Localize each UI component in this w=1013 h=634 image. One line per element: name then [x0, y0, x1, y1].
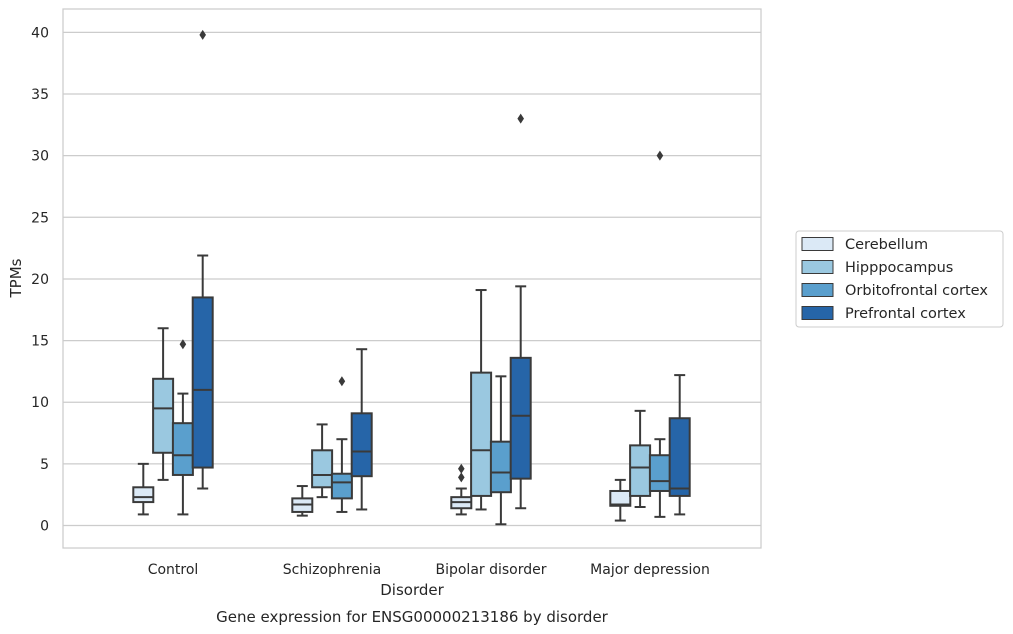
box-plot: [629, 409, 652, 509]
box-plot: [609, 478, 632, 522]
chart-title: Gene expression for ENSG00000213186 by d…: [216, 608, 609, 626]
legend: Cerebellum Hipppocampus Orbitofrontal cort…: [795, 230, 1004, 328]
box-plot: [350, 348, 373, 511]
y-tick-label: 25: [31, 210, 49, 226]
iqr-box: [609, 489, 632, 507]
plot-frame: [62, 8, 762, 549]
iqr-box: [648, 454, 671, 492]
box-plot: [330, 376, 353, 513]
y-tick-label: 10: [31, 395, 49, 411]
box-plot: [132, 462, 155, 516]
y-tick-label: 5: [40, 457, 49, 473]
iqr-box: [330, 472, 353, 500]
box-plot: [152, 327, 175, 481]
y-axis-ticks: 0 5 10 15 20 25 30 35 40: [31, 25, 49, 534]
box-plot: [311, 423, 334, 499]
x-axis-label: Disorder: [380, 581, 444, 599]
x-tick-label: Bipolar disorder: [435, 562, 546, 578]
outlier-point: [199, 29, 206, 40]
outlier-point: [179, 339, 187, 350]
y-tick-label: 20: [31, 272, 49, 288]
x-axis-ticks: Control Schizophrenia Bipolar disorder Majo…: [148, 562, 710, 578]
box-plot: [450, 463, 473, 516]
box-plot: [191, 29, 214, 490]
legend-swatch: [801, 306, 834, 320]
x-tick-label: Major depression: [590, 562, 710, 578]
iqr-box: [311, 449, 334, 489]
iqr-box: [191, 296, 214, 469]
legend-label: Cerebellum: [845, 237, 928, 253]
box-plot: [648, 150, 671, 518]
iqr-box: [171, 422, 194, 476]
y-tick-label: 40: [31, 25, 49, 41]
outlier-point: [458, 472, 465, 483]
box-series: [132, 29, 691, 526]
outlier-point: [458, 463, 465, 474]
box-plot: [509, 113, 532, 510]
box-plot: [291, 485, 314, 517]
iqr-box: [629, 444, 652, 497]
box-plot: [668, 374, 691, 516]
y-axis-label: TPMs: [7, 258, 25, 298]
box-plot: [171, 339, 194, 516]
outlier-point: [517, 113, 524, 124]
y-tick-label: 30: [31, 149, 49, 165]
x-tick-label: Schizophrenia: [283, 562, 381, 578]
iqr-box: [132, 486, 155, 504]
outlier-point: [338, 376, 346, 387]
legend-label: Prefrontal cortex: [845, 306, 966, 322]
iqr-box: [668, 417, 691, 497]
iqr-box: [489, 440, 512, 494]
legend-swatch: [801, 237, 834, 251]
x-tick-label: Control: [148, 562, 199, 578]
y-tick-label: 35: [31, 87, 49, 103]
iqr-box: [350, 412, 373, 478]
legend-swatch: [801, 260, 834, 274]
legend-frame: [795, 230, 1004, 328]
y-tick-label: 0: [40, 519, 49, 535]
legend-label: Hipppocampus: [845, 260, 953, 276]
iqr-box: [509, 356, 532, 480]
outlier-point: [656, 150, 664, 161]
legend-swatch: [801, 283, 834, 297]
box-plot: [470, 289, 493, 511]
legend-label: Orbitofrontal cortex: [845, 283, 988, 299]
iqr-box: [470, 371, 493, 497]
iqr-box: [152, 377, 175, 454]
box-plot: [489, 375, 512, 526]
y-tick-label: 15: [31, 334, 49, 350]
